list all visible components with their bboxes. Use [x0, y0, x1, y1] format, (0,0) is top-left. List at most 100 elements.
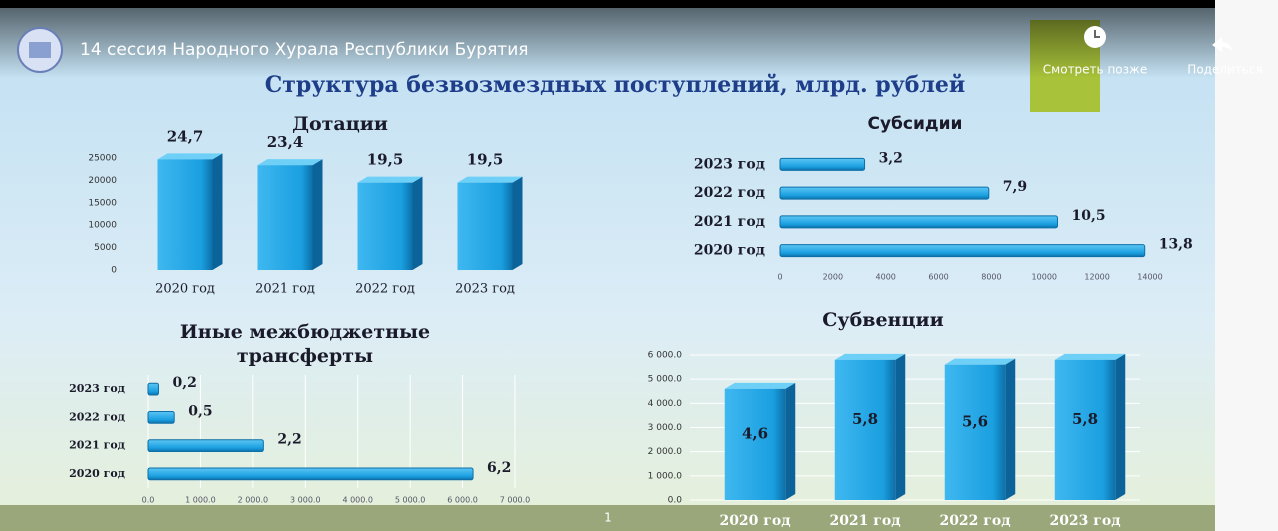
y-tick-label: 5 000.0: [648, 375, 683, 385]
bar: [779, 186, 990, 200]
data-label: 2,2: [277, 432, 301, 448]
x-tick-label: 1 000.0: [185, 496, 216, 505]
bar-side: [1005, 358, 1016, 500]
bar: [147, 410, 175, 424]
bar-side: [895, 353, 906, 500]
x-tick-label: 6 000.0: [447, 496, 478, 505]
y-tick-label: 25000: [88, 154, 117, 164]
bar: [457, 182, 513, 270]
bar: [147, 382, 159, 396]
data-label: 19,5: [367, 151, 404, 169]
x-tick-label: 2000: [823, 273, 843, 282]
y-tick-label: 2021 год: [694, 214, 765, 230]
bar: [834, 359, 896, 500]
x-tick-label: 2023 год: [455, 282, 515, 297]
x-tick-label: 0: [777, 273, 782, 282]
watch-later-button[interactable]: Смотреть позже: [1043, 63, 1147, 77]
x-tick-label: 2022 год: [355, 282, 415, 297]
chart-title: Дотации: [292, 113, 388, 135]
x-tick-label: 4 000.0: [342, 496, 373, 505]
bar-top: [834, 353, 906, 360]
y-tick-label: 4 000.0: [648, 399, 683, 409]
data-label: 3,2: [879, 150, 903, 166]
bar-side: [512, 176, 523, 270]
x-tick-label: 2020 год: [155, 282, 215, 297]
data-label: 5,8: [852, 410, 878, 428]
data-label: 10,5: [1072, 208, 1106, 224]
x-tick-label: 2022 год: [939, 513, 1010, 529]
x-tick-label: 10000: [1032, 273, 1057, 282]
bar: [357, 182, 413, 270]
share-button[interactable]: Поделиться: [1187, 63, 1262, 77]
y-tick-label: 2022 год: [69, 410, 125, 423]
y-tick-label: 6 000.0: [648, 351, 683, 361]
bar: [944, 364, 1006, 500]
top-strip: [0, 0, 1215, 8]
chart-title: Субвенции: [822, 309, 944, 331]
bar-side: [785, 382, 796, 500]
y-tick-label: 20000: [88, 176, 117, 186]
slide-number: 1: [604, 511, 612, 525]
x-tick-label: 3 000.0: [290, 496, 321, 505]
y-tick-label: 2020 год: [69, 467, 125, 480]
x-tick-label: 2023 год: [1049, 513, 1120, 529]
x-tick-label: 5 000.0: [395, 496, 426, 505]
data-label: 23,4: [267, 133, 304, 151]
bar-side: [412, 176, 423, 270]
bar: [779, 215, 1058, 229]
bar: [157, 159, 213, 270]
y-tick-label: 2022 год: [694, 185, 765, 201]
y-tick-label: 2023 год: [694, 156, 765, 172]
bar: [147, 439, 264, 453]
bar-top: [357, 176, 423, 183]
bar-top: [1054, 353, 1126, 360]
bar: [724, 388, 786, 500]
share-icon[interactable]: [1212, 37, 1232, 52]
slide-footer: [0, 505, 1215, 531]
bar-top: [257, 159, 323, 166]
slide-title: Структура безвозмездных поступлений, млр…: [265, 72, 965, 98]
data-label: 4,6: [742, 424, 768, 442]
clock-hands: [1094, 30, 1100, 38]
x-tick-label: 7 000.0: [500, 496, 531, 505]
x-tick-label: 2020 год: [719, 513, 790, 529]
y-tick-label: 2020 год: [694, 243, 765, 259]
bar: [779, 157, 866, 171]
data-label: 24,7: [167, 127, 204, 145]
x-tick-label: 2021 год: [829, 513, 900, 529]
y-tick-label: 10000: [88, 221, 117, 231]
x-tick-label: 2021 год: [255, 282, 315, 297]
x-tick-label: 6000: [928, 273, 948, 282]
data-label: 5,6: [962, 412, 988, 430]
data-label: 13,8: [1159, 237, 1193, 253]
y-tick-label: 2021 год: [69, 439, 125, 452]
video-overlay: [0, 8, 1215, 78]
y-tick-label: 0: [111, 266, 117, 276]
bar-side: [1115, 353, 1126, 500]
y-tick-label: 15000: [88, 198, 117, 208]
data-label: 19,5: [467, 151, 504, 169]
bar-top: [724, 382, 796, 389]
bar: [147, 467, 474, 481]
bar: [779, 244, 1146, 258]
bar: [1054, 359, 1116, 500]
bar-top: [457, 176, 523, 183]
x-tick-label: 4000: [876, 273, 896, 282]
x-tick-label: 0.0: [142, 496, 155, 505]
bar: [257, 165, 313, 270]
video-title[interactable]: 14 сессия Народного Хурала Республики Бу…: [80, 40, 528, 60]
chart-title: Субсидии: [867, 114, 963, 134]
data-label: 7,9: [1003, 179, 1027, 195]
data-label: 6,2: [487, 460, 511, 476]
bar-side: [212, 153, 223, 270]
data-label: 5,8: [1072, 410, 1098, 428]
bar-side: [312, 159, 323, 270]
bar-top: [157, 153, 223, 160]
data-label: 0,2: [172, 375, 196, 391]
y-tick-label: 2 000.0: [648, 447, 683, 457]
y-tick-label: 5000: [94, 243, 117, 253]
y-tick-label: 0.0: [668, 496, 683, 506]
y-tick-label: 3 000.0: [648, 423, 683, 433]
data-label: 0,5: [188, 403, 212, 419]
